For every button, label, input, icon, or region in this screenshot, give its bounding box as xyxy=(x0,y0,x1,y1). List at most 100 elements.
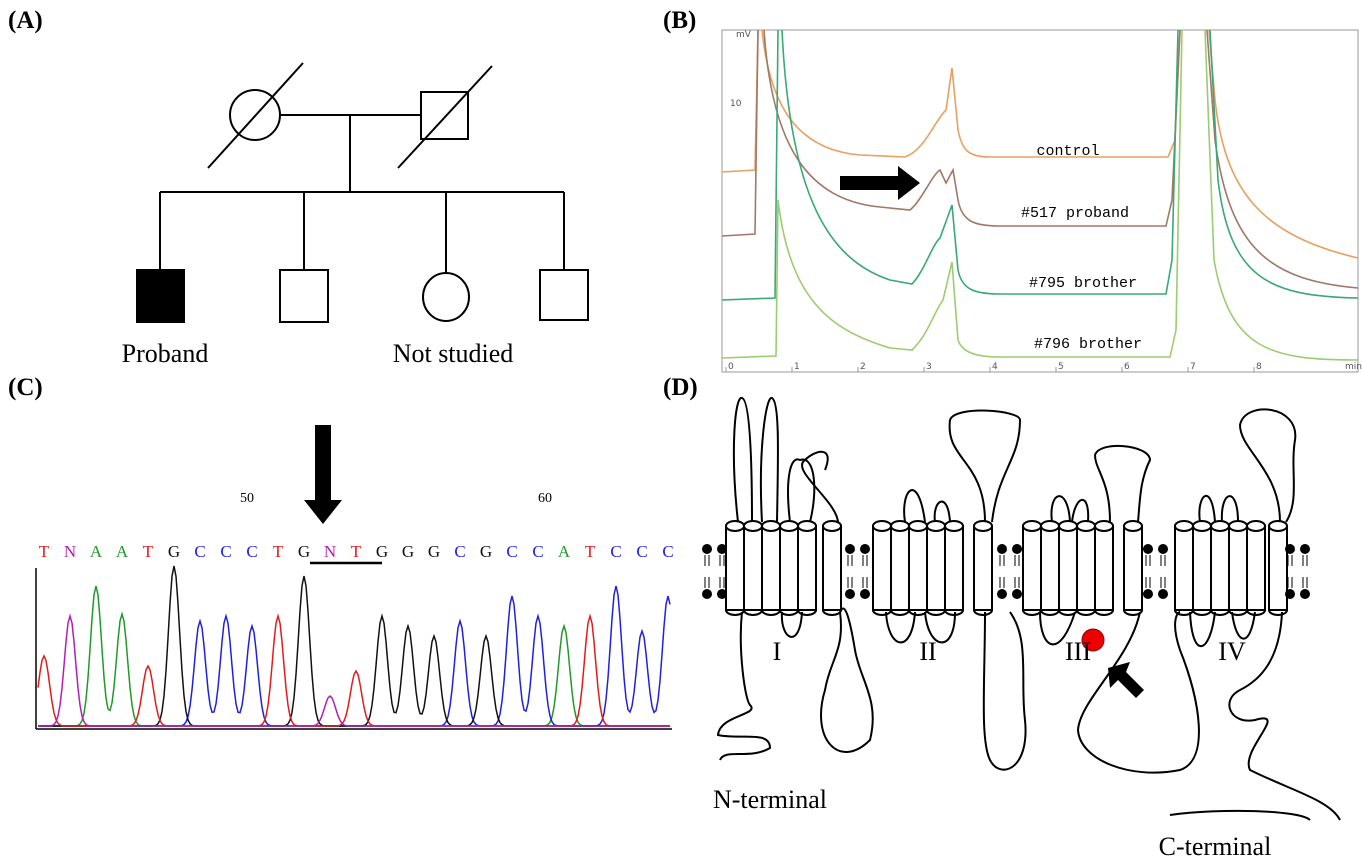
helix xyxy=(908,525,928,611)
base-call: G xyxy=(168,542,180,561)
pedigree-label: Proband xyxy=(122,339,209,368)
lipid-head xyxy=(1143,544,1153,554)
x-tick-label: 0 xyxy=(728,362,734,372)
helix xyxy=(944,525,964,611)
helix-end xyxy=(890,520,910,532)
pedigree-label: Not studied xyxy=(393,339,514,368)
domain-label: IV xyxy=(1218,637,1246,666)
lipid-head xyxy=(702,544,712,554)
helix-end xyxy=(1123,609,1143,616)
position-label: 60 xyxy=(538,491,552,506)
y-tick-label: 10 xyxy=(730,99,742,109)
helix-end xyxy=(872,520,892,532)
trace xyxy=(38,585,671,727)
lipid-head xyxy=(997,589,1007,599)
lipid-head xyxy=(1285,544,1295,554)
hplc-chromatogram xyxy=(721,29,1359,373)
base-call: G xyxy=(298,542,310,561)
lipid-head xyxy=(860,544,870,554)
helix-end xyxy=(1192,520,1212,532)
lipid-head xyxy=(702,589,712,599)
x-tick-label: 6 xyxy=(1124,362,1130,372)
lipid-head xyxy=(1158,544,1168,554)
lipid-tail xyxy=(704,555,710,588)
base-call: T xyxy=(143,542,154,561)
x-tick-label: 3 xyxy=(926,362,932,372)
helix-end xyxy=(973,520,993,532)
helix-end xyxy=(1268,520,1288,532)
lipid-head xyxy=(1300,589,1310,599)
panel-label: (A) xyxy=(8,7,43,34)
base-call: T xyxy=(585,542,596,561)
pedigree xyxy=(136,62,589,323)
base-call: G xyxy=(428,542,440,561)
lipid-head xyxy=(997,544,1007,554)
base-call: C xyxy=(246,542,257,561)
lipid-head xyxy=(845,589,855,599)
helix xyxy=(779,525,799,611)
helix-end xyxy=(1174,520,1194,532)
trace-label: control xyxy=(1036,143,1099,160)
helix-end xyxy=(822,609,842,616)
helix-end xyxy=(797,609,817,616)
lipid-tail xyxy=(1145,555,1151,588)
trace-label: #796 brother xyxy=(1034,336,1142,353)
helix-end xyxy=(1094,609,1114,616)
position-label: 50 xyxy=(240,491,254,506)
lipid-head xyxy=(1012,544,1022,554)
base-call: C xyxy=(610,542,621,561)
lipid-tail xyxy=(1014,555,1020,588)
helix xyxy=(797,525,817,611)
trace xyxy=(38,585,670,727)
terminus-label: C-terminal xyxy=(1159,832,1272,861)
y-axis-label: mV xyxy=(736,30,752,40)
helix xyxy=(973,525,993,611)
base-call: T xyxy=(39,542,50,561)
domain-label: II xyxy=(919,637,936,666)
lipid-tail xyxy=(862,555,868,588)
helix xyxy=(1192,525,1212,611)
lipid-tail xyxy=(999,555,1005,588)
lipid-head xyxy=(1285,589,1295,599)
base-call: N xyxy=(324,542,336,561)
helix-end xyxy=(761,520,781,532)
mutation-site xyxy=(1081,628,1105,652)
lipid-head xyxy=(845,544,855,554)
helix-end xyxy=(779,520,799,532)
lipid-head xyxy=(1012,589,1022,599)
x-tick-label: 7 xyxy=(1190,362,1196,372)
x-tick-label: 1 xyxy=(794,362,800,372)
x-axis-label: min xyxy=(1345,362,1362,372)
helix-end xyxy=(797,520,817,532)
helix xyxy=(1228,525,1248,611)
base-call: G xyxy=(480,542,492,561)
x-tick-label: 2 xyxy=(860,362,866,372)
helix xyxy=(1123,525,1143,611)
domain-label: III xyxy=(1065,637,1091,666)
helix-end xyxy=(1076,520,1096,532)
base-call: A xyxy=(558,542,571,561)
helix xyxy=(872,525,892,611)
arrow xyxy=(1108,662,1144,698)
panel-label: (C) xyxy=(8,374,43,401)
helix xyxy=(1040,525,1060,611)
lipid-head xyxy=(717,589,727,599)
helix-end xyxy=(1268,609,1288,616)
lipid-tail xyxy=(719,555,725,588)
helix-end xyxy=(725,520,745,532)
helix xyxy=(1174,525,1194,611)
x-tick-label: 8 xyxy=(1256,362,1262,372)
helix xyxy=(1268,525,1288,611)
helix xyxy=(926,525,946,611)
base-call: A xyxy=(90,542,103,561)
lipid-tail xyxy=(1160,555,1166,588)
base-call: G xyxy=(376,542,388,561)
base-call: G xyxy=(402,542,414,561)
terminus-label: N-terminal xyxy=(713,785,827,814)
lipid-head xyxy=(860,589,870,599)
helix-end xyxy=(944,520,964,532)
helix-end xyxy=(1210,520,1230,532)
helix xyxy=(822,525,842,611)
helix-end xyxy=(1123,520,1143,532)
arrow xyxy=(304,425,342,524)
